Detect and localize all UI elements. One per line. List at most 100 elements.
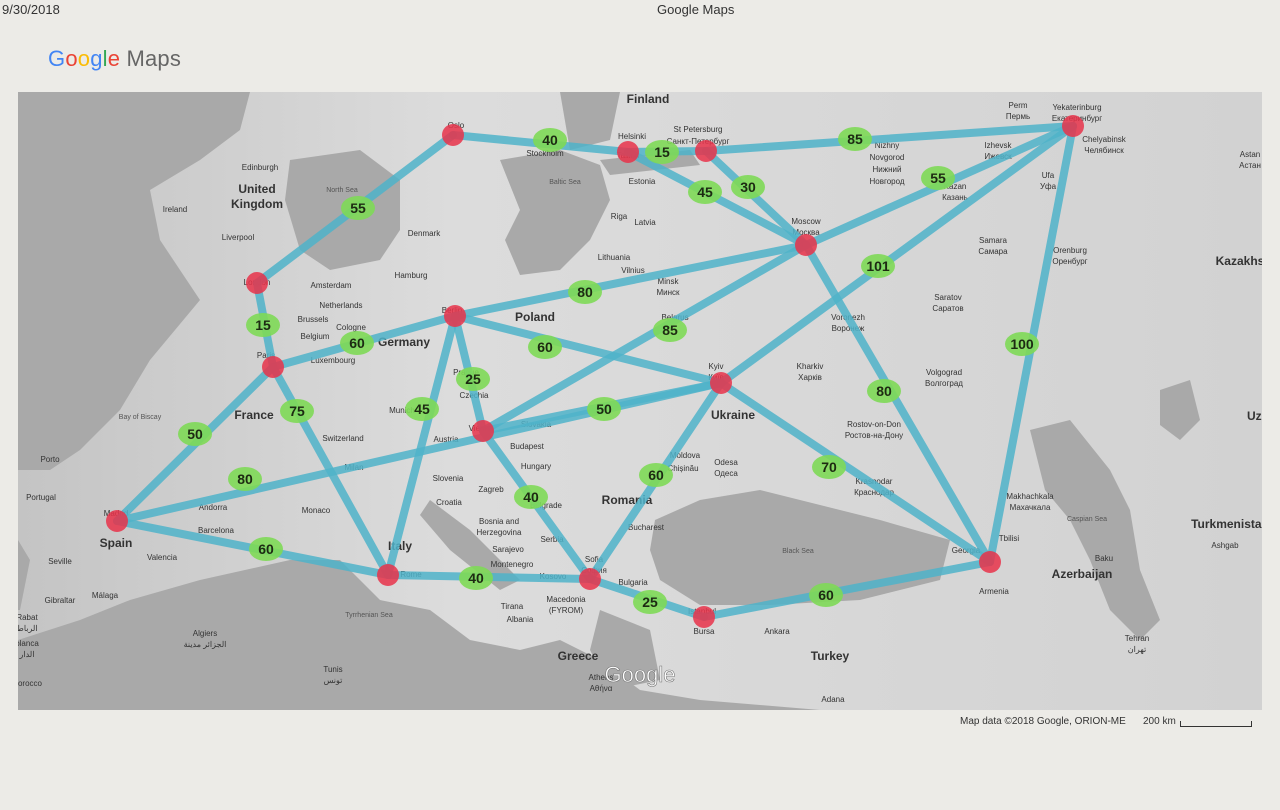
distance-value: 60 — [818, 587, 834, 603]
map-label-city: Sarajevo — [492, 545, 524, 554]
map-label-city: Saratov — [934, 293, 962, 302]
distance-value: 50 — [596, 401, 612, 417]
route-label-paris-madrid: 50 — [178, 422, 212, 446]
map-label-city: Самара — [978, 247, 1008, 256]
map-label-sea: Tyrrhenian Sea — [345, 612, 393, 619]
route-istanbul-tbilisi — [700, 558, 994, 621]
black-sea — [650, 490, 950, 605]
map-label-city: Belgrade — [530, 501, 563, 510]
map-label-city: Пермь — [1006, 112, 1030, 121]
map-label-country: Turkmenistan — [1191, 517, 1262, 531]
distance-value: 60 — [349, 335, 365, 351]
map-label-city: Краснодар — [854, 488, 894, 497]
route-label-rome-sofia: 40 — [459, 566, 493, 590]
map-label-country: France — [234, 408, 274, 422]
distance-highlight — [514, 485, 548, 509]
distance-highlight — [587, 397, 621, 421]
map-label-city: St Petersburg — [674, 125, 723, 134]
map-label-city: Latvia — [634, 218, 656, 227]
distance-highlight — [246, 313, 280, 337]
map-label-city: Barcelona — [198, 526, 235, 535]
route-label-yekaterinburg-kyiv: 101 — [861, 254, 895, 278]
map-label-city: Kazan — [944, 182, 967, 191]
distance-value: 15 — [654, 144, 670, 160]
distance-highlight — [533, 128, 567, 152]
map-label-city: Tehran — [1125, 634, 1149, 643]
route-label-berlin-rome: 45 — [405, 397, 439, 421]
map-label-city: Sofia — [585, 555, 604, 564]
map-label-city: Helsinki — [618, 132, 646, 141]
distance-highlight — [921, 166, 955, 190]
map-label-city: Махачкала — [1010, 503, 1051, 512]
map-label-city: Уфа — [1040, 182, 1057, 191]
map-label-sea: Bay of Biscay — [119, 414, 162, 421]
distance-highlight — [178, 422, 212, 446]
route-yekaterinburg-kyiv — [717, 122, 1077, 387]
map-label-city: الجزائر مدينة — [184, 640, 227, 649]
map-label-city: Herzegovina — [477, 528, 522, 537]
map-label-city: Казань — [942, 193, 968, 202]
distance-value: 45 — [414, 401, 430, 417]
map-label-city: Stockholm — [526, 149, 564, 158]
route-label-paris-berlin: 60 — [340, 331, 374, 355]
distance-highlight — [688, 180, 722, 204]
map-label-city: Budapest — [510, 442, 545, 451]
map-label-city: Tbilisi — [999, 534, 1020, 543]
distance-value: 45 — [697, 184, 713, 200]
map-label-city: Rostov-on-Don — [847, 420, 901, 429]
map-label-city: Macedonia — [546, 595, 586, 604]
city-marker-london — [246, 272, 268, 294]
map-label-city: Zagreb — [478, 485, 504, 494]
baltic-sea — [500, 150, 610, 275]
map-label-city: Одеса — [714, 469, 738, 478]
map-label-city: Yekaterinburg — [1052, 103, 1101, 112]
distance-value: 55 — [350, 200, 366, 216]
map-label-city: orocco — [18, 679, 43, 688]
map-label-city: Montenegro — [491, 560, 534, 569]
map-label-country: Uzb — [1247, 409, 1262, 423]
map-label-city: Odesa — [714, 458, 738, 467]
map-label-country: Azerbaijan — [1052, 567, 1113, 581]
map-label-country: Spain — [100, 536, 133, 550]
map-label-city: Санкт-Петербург — [667, 137, 730, 146]
map-label-city: Volgograd — [926, 368, 962, 377]
route-label-vienna-kyiv: 50 — [587, 397, 621, 421]
map-label-city: Ashgab — [1211, 541, 1239, 550]
map-label-city: Moldova — [670, 451, 701, 460]
map-label-city: Belgium — [301, 332, 330, 341]
route-kyiv-tbilisi — [717, 379, 994, 566]
map-label-city: Edinburgh — [242, 163, 278, 172]
city-marker-yekaterinburg — [1062, 115, 1084, 137]
distance-highlight — [228, 467, 262, 491]
map-label-city: Izhevsk — [984, 141, 1012, 150]
route-label-helsinki-stpetersburg: 15 — [645, 140, 679, 164]
map-label-sea: North Sea — [326, 187, 358, 194]
city-marker-kyiv — [710, 372, 732, 394]
route-berlin-kyiv — [451, 312, 725, 387]
map-label-sea: Baltic Sea — [549, 179, 581, 186]
gulf-of-bothnia — [560, 92, 620, 150]
route-label-madrid-kyiv: 80 — [228, 467, 262, 491]
route-label-moscow-yekaterinburg: 55 — [921, 166, 955, 190]
route-stpetersburg-moscow — [702, 147, 810, 249]
route-label-moscow-vienna: 85 — [653, 318, 687, 342]
distance-value: 80 — [876, 383, 892, 399]
map-label-city: Paris — [257, 351, 275, 360]
water-bodies — [18, 92, 1200, 710]
map-label-city: Slovenia — [433, 474, 464, 483]
route-distance-labels: 55 40 15 85 45 30 55 80 85 80 101 100 15 60 60 25 45 50 75… — [178, 127, 1039, 614]
distance-highlight — [405, 397, 439, 421]
map-label-city: Москва — [792, 228, 820, 237]
map-label-city: Netherlands — [319, 301, 362, 310]
distance-value: 40 — [468, 570, 484, 586]
map-label-city: Amsterdam — [311, 281, 352, 290]
route-label-berlin-vienna: 25 — [456, 367, 490, 391]
google-watermark: Google — [605, 662, 676, 687]
map-label-city: تهران — [1128, 645, 1146, 654]
route-label-istanbul-tbilisi: 60 — [809, 583, 843, 607]
map-label-city: Baku — [1095, 554, 1113, 563]
map-label-country: Kingdom — [231, 197, 283, 211]
map-label-country: Turkey — [811, 649, 850, 663]
distance-value: 55 — [930, 170, 946, 186]
